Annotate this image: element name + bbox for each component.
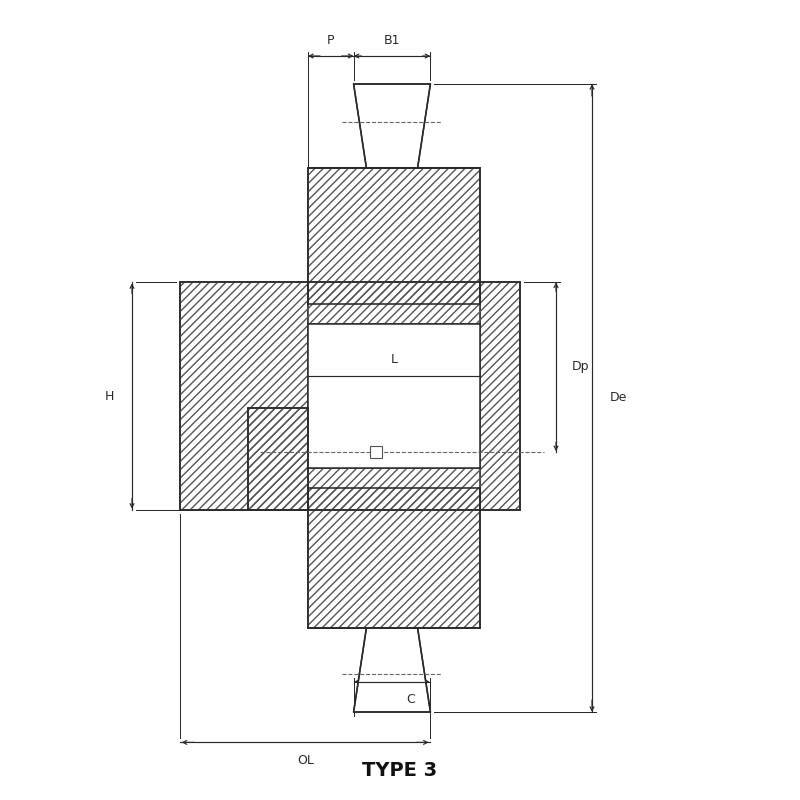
Polygon shape [308,282,480,324]
Text: OL: OL [297,754,314,766]
Text: B1: B1 [384,34,400,46]
Polygon shape [308,488,480,628]
Polygon shape [480,282,520,510]
Polygon shape [354,628,430,712]
Polygon shape [308,324,480,468]
Polygon shape [308,468,480,510]
Text: TYPE 3: TYPE 3 [362,761,438,780]
Polygon shape [248,408,308,510]
Text: Dp: Dp [572,360,590,374]
Text: H: H [105,390,114,402]
Text: De: De [610,391,627,405]
Text: L: L [390,354,398,366]
Text: P: P [327,34,334,46]
Polygon shape [354,84,430,168]
Text: C: C [406,693,415,706]
Polygon shape [370,446,382,458]
Polygon shape [180,282,308,510]
Polygon shape [308,168,480,304]
